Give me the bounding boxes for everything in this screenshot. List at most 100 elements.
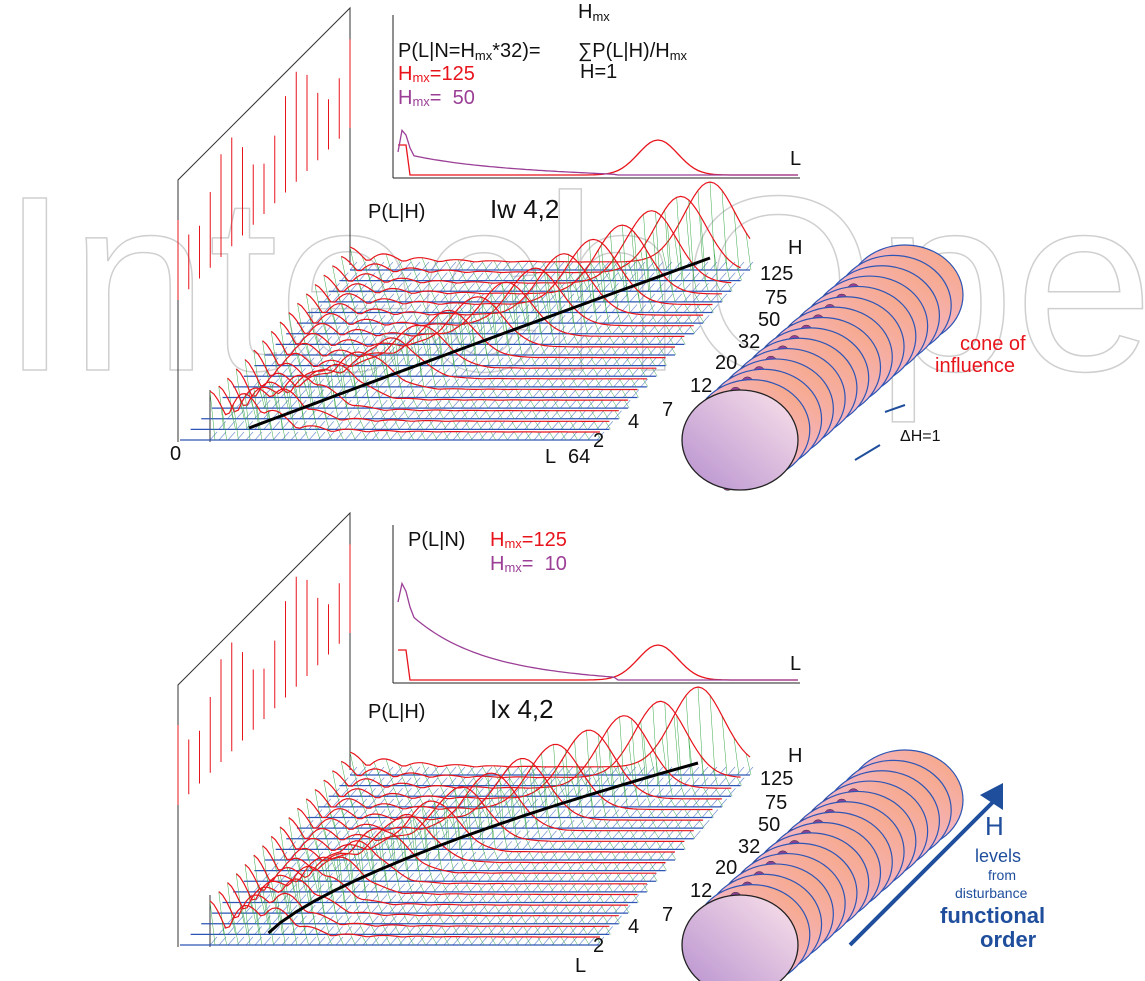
floor-hatch: [515, 915, 523, 924]
drop-line: [663, 819, 669, 829]
floor-hatch: [376, 766, 385, 776]
floor-hatch: [558, 819, 566, 829]
floor-hatch: [424, 862, 432, 871]
ridge: [209, 900, 600, 938]
floor-hatch: [461, 926, 469, 935]
drop-line: [488, 926, 494, 935]
drop-line: [700, 216, 706, 281]
floor-hatch: [468, 819, 476, 829]
floor-hatch: [477, 830, 485, 839]
floor-hatch: [701, 304, 710, 313]
floor-hatch: [389, 431, 398, 441]
drop-line: [221, 919, 227, 946]
drop-line: [433, 801, 440, 861]
drop-line: [637, 260, 644, 271]
drop-line: [457, 820, 463, 861]
h-tick-label: 50: [758, 309, 780, 331]
floor-hatch: [674, 293, 682, 303]
floor-hatch: [360, 325, 368, 334]
floor-hatch: [549, 841, 557, 850]
ridge: [253, 840, 647, 885]
drop-line: [439, 323, 446, 334]
drop-line: [657, 268, 664, 302]
drop-line: [560, 378, 566, 388]
floor-hatch: [710, 798, 718, 808]
floor-hatch: [578, 431, 587, 441]
drop-line: [356, 321, 363, 334]
wall: [177, 6, 351, 442]
floor-hatch: [353, 399, 361, 409]
drop-line: [359, 283, 365, 302]
floor-hatch: [523, 357, 531, 366]
floor-hatch: [612, 851, 621, 861]
drop-line: [464, 925, 471, 935]
drop-line: [648, 298, 655, 313]
floor-hatch: [622, 883, 630, 893]
drop-line: [482, 904, 489, 914]
floor-hatch: [594, 819, 602, 829]
floor-hatch: [577, 873, 585, 882]
drop-line: [517, 303, 523, 313]
drop-line: [514, 293, 521, 303]
floor-hatch: [452, 410, 460, 419]
drop-line: [481, 843, 487, 861]
floor-hatch: [551, 915, 559, 924]
drop-line: [634, 784, 640, 807]
floor-hatch: [630, 851, 639, 861]
floor-hatch: [434, 926, 442, 935]
drop-line: [442, 883, 448, 893]
floor-hatch: [433, 873, 441, 882]
drop-line: [625, 765, 632, 776]
floor-hatch: [674, 788, 682, 797]
floor-hatch: [614, 399, 622, 409]
drop-line: [445, 260, 452, 271]
drop-line: [550, 292, 556, 302]
floor-hatch: [666, 841, 674, 850]
drop-line: [347, 844, 354, 892]
floor-hatch: [299, 926, 307, 935]
drop-line: [404, 843, 410, 882]
drop-line: [397, 763, 404, 776]
h-tick-label: 2: [593, 430, 604, 452]
drop-line: [591, 281, 598, 324]
drop-line: [597, 841, 603, 850]
drop-line: [385, 758, 392, 776]
drop-line: [468, 894, 474, 903]
drop-line: [623, 346, 629, 356]
drop-line: [339, 342, 345, 356]
floor-hatch: [440, 293, 448, 303]
drop-line: [688, 736, 694, 786]
floor-hatch: [262, 894, 271, 903]
drop-line: [559, 785, 566, 797]
drop-line: [338, 802, 345, 818]
floor-hatch: [272, 431, 281, 441]
drop-line: [323, 916, 330, 935]
floor-hatch: [568, 883, 576, 893]
floor-hatch: [353, 936, 362, 946]
floor-hatch: [736, 261, 745, 271]
floor-hatch: [262, 873, 270, 882]
floor-hatch: [530, 272, 538, 281]
drop-line: [631, 718, 637, 797]
drop-line: [549, 431, 555, 441]
floor-hatch: [434, 421, 442, 430]
ridge: [227, 878, 619, 917]
drop-line: [665, 830, 672, 839]
floor-hatch: [629, 304, 638, 313]
drop-line: [433, 388, 439, 398]
drop-line: [595, 749, 601, 797]
drop-line: [598, 389, 604, 398]
floor-hatch: [449, 777, 457, 786]
floor-hatch: [326, 926, 334, 935]
drop-line: [600, 242, 607, 313]
floor-hatch: [386, 272, 394, 281]
drop-line: [318, 856, 324, 871]
drop-line: [494, 399, 501, 409]
floor-hatch: [514, 883, 522, 893]
drop-line: [517, 261, 524, 271]
drop-line: [493, 260, 500, 271]
drop-line: [388, 903, 395, 914]
drop-line: [501, 883, 507, 893]
drop-line: [593, 368, 599, 377]
drop-line: [643, 214, 649, 292]
